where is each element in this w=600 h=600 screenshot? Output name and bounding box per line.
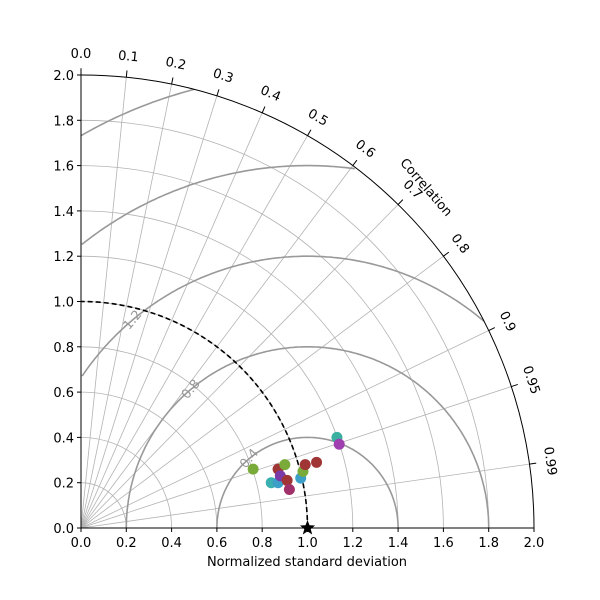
y-tick-label: 1.2 [53, 250, 74, 265]
correlation-tick-label: 0.2 [164, 55, 187, 74]
correlation-grid-line [80, 112, 263, 529]
y-tick-label: 2.0 [53, 69, 74, 84]
correlation-tick-label: 0.6 [352, 137, 378, 161]
outer-arc [80, 74, 535, 529]
x-tick-label: 1.2 [342, 536, 363, 551]
data-point [279, 459, 291, 471]
correlation-grid-line [80, 95, 218, 529]
y-tick-label: 1.6 [53, 160, 74, 175]
std-grid-arc [80, 482, 127, 529]
x-tick-label: 1.4 [388, 536, 409, 551]
y-tick-label: 1.4 [53, 205, 74, 220]
y-tick-label: 0.6 [53, 386, 74, 401]
correlation-tick [397, 199, 404, 205]
y-tick-label: 0.4 [53, 431, 74, 446]
correlation-tick [216, 89, 220, 97]
rms-contour-label: 0.8 [179, 377, 204, 402]
correlation-tick-label: 0.95 [519, 364, 542, 396]
correlation-tick [443, 251, 450, 257]
y-tick-label: 0.8 [53, 341, 74, 356]
correlation-tick-label: 0.9 [496, 309, 519, 334]
correlation-tick [529, 462, 537, 465]
rms-contour [125, 345, 490, 528]
rms-contour [216, 436, 399, 528]
std-grid-arc [80, 165, 444, 529]
x-tick-label: 0.0 [71, 536, 92, 551]
data-point [299, 459, 311, 471]
data-point [311, 456, 323, 468]
correlation-tick-label: 0.99 [540, 446, 559, 477]
x-tick-label: 0.2 [116, 536, 137, 551]
rms-contour [81, 255, 485, 377]
correlation-grid-line [80, 386, 512, 529]
reference-star [299, 520, 316, 535]
y-tick-label: 1.0 [53, 296, 74, 311]
correlation-tick-label: 0.8 [448, 231, 472, 257]
data-point [247, 463, 259, 475]
data-point [333, 438, 345, 450]
data-point [281, 474, 293, 486]
x-tick-label: 1.8 [478, 536, 499, 551]
x-tick-label: 0.6 [207, 536, 228, 551]
correlation-tick-label: 0.0 [71, 47, 92, 62]
data-point [283, 483, 295, 495]
x-tick-label: 0.8 [252, 536, 273, 551]
x-tick-label: 1.0 [297, 536, 318, 551]
correlation-tick [488, 327, 496, 331]
x-tick-label: 2.0 [524, 536, 545, 551]
correlation-grid-line [80, 84, 172, 529]
correlation-tick [261, 106, 266, 114]
std-grid-arc [80, 255, 354, 529]
rms-contour-label: 1.2 [121, 308, 146, 333]
x-tick-label: 1.6 [433, 536, 454, 551]
y-tick-label: 1.8 [53, 114, 74, 129]
rms-contour [81, 164, 355, 246]
correlation-tick [125, 70, 128, 78]
correlation-tick-label: 0.1 [117, 49, 139, 66]
correlation-tick [352, 159, 358, 166]
correlation-tick [171, 77, 174, 85]
x-axis-label: Normalized standard deviation [207, 555, 407, 570]
y-tick-label: 0.0 [53, 522, 74, 537]
y-tick-label: 0.2 [53, 477, 74, 492]
correlation-grid-line [80, 330, 489, 529]
x-tick-label: 0.4 [161, 536, 182, 551]
std-grid-arc [80, 391, 218, 529]
std-grid-arc [80, 346, 263, 529]
correlation-grid-line [80, 135, 308, 529]
correlation-tick-label: 0.4 [258, 83, 283, 105]
correlation-tick-label: 0.5 [305, 106, 330, 129]
std-grid-arc [80, 210, 399, 529]
correlation-tick-label: 0.3 [211, 66, 235, 87]
correlation-tick [511, 383, 518, 388]
correlation-tick [307, 129, 312, 136]
std-grid-arc [80, 119, 490, 529]
rms-contour [80, 88, 195, 137]
data-points [247, 431, 345, 535]
